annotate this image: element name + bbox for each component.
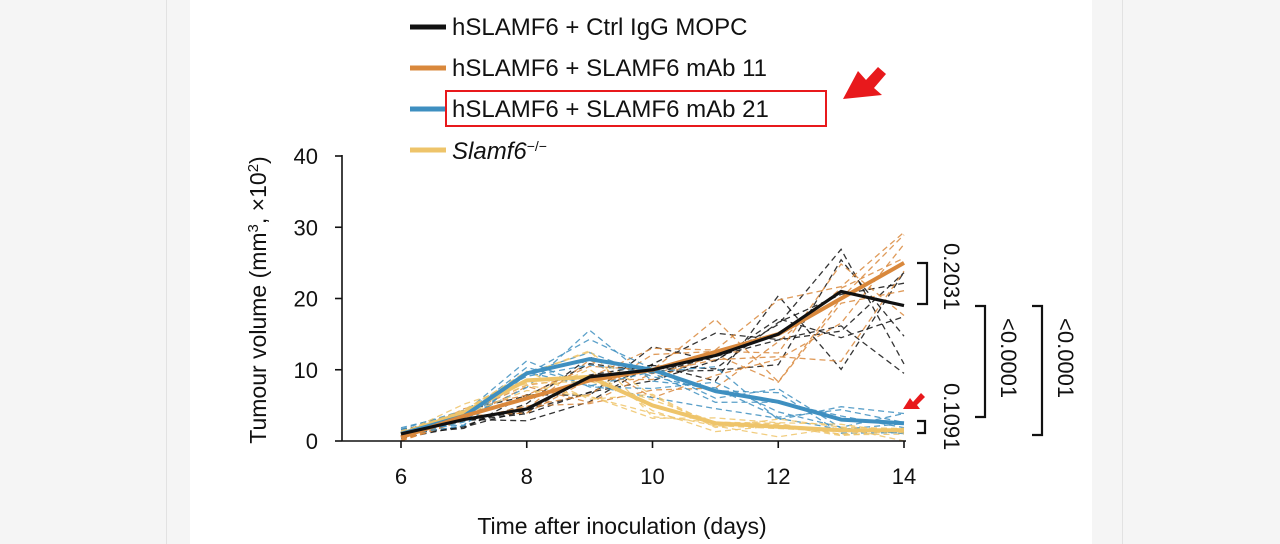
p-value-mab11-vs-mab21: <0.0001	[996, 318, 1021, 398]
individual-trace	[400, 389, 905, 435]
legend: hSLAMF6 + Ctrl IgG MOPC hSLAMF6 + SLAMF6…	[410, 14, 827, 165]
individual-trace	[400, 351, 905, 434]
individual-trace	[400, 368, 905, 437]
bracket-ctrl-vs-mab11	[917, 261, 929, 306]
mean-lines	[400, 261, 905, 440]
individual-trace	[400, 290, 905, 441]
p-value-mab21-vs-ko: 0.1091	[939, 383, 964, 450]
right-border	[1122, 0, 1123, 544]
y-tick-label: 10	[294, 358, 318, 383]
individual-trace	[400, 364, 905, 430]
individual-trace	[400, 248, 905, 437]
bracket-mab21-vs-ko	[917, 419, 927, 435]
x-tick-label: 6	[395, 464, 407, 489]
highlight-arrow-icon	[843, 67, 886, 99]
left-border	[166, 0, 167, 544]
x-axis: 6 8 10 12 14	[342, 440, 916, 489]
series-mean-line	[400, 289, 905, 436]
p-value-ctrl-vs-mab11: 0.2031	[939, 243, 964, 310]
individual-trace	[400, 316, 905, 435]
significance-brackets	[917, 261, 1044, 437]
x-axis-title: Time after inoculation (days)	[477, 513, 766, 539]
individual-trace	[400, 360, 905, 429]
highlight-box	[445, 90, 827, 127]
svg-text:hSLAMF6 + Ctrl IgG MOPC: hSLAMF6 + Ctrl IgG MOPC	[452, 14, 747, 41]
x-tick-label: 14	[892, 464, 916, 489]
svg-text:hSLAMF6 + SLAMF6 mAb 11: hSLAMF6 + SLAMF6 mAb 11	[452, 55, 767, 82]
y-tick-label: 40	[294, 144, 318, 169]
legend-item-slamf6-ko: Slamf6−/−	[410, 138, 547, 165]
y-tick-label: 20	[294, 287, 318, 312]
legend-item-ctrl: hSLAMF6 + Ctrl IgG MOPC	[410, 14, 747, 41]
p-value-ctrl-vs-ko: <0.0001	[1053, 318, 1078, 398]
individual-trace	[400, 351, 905, 434]
y-axis: 0 10 20 30 40	[294, 144, 343, 454]
legend-item-mab21: hSLAMF6 + SLAMF6 mAb 21	[410, 90, 827, 127]
individual-trace	[400, 349, 905, 438]
y-axis-title: Tumour volume (mm3, ×102)	[245, 156, 272, 443]
y-tick-label: 30	[294, 215, 318, 240]
x-tick-label: 8	[521, 464, 533, 489]
x-tick-label: 12	[766, 464, 790, 489]
y-tick-label: 0	[306, 429, 318, 454]
individual-trace	[400, 271, 905, 438]
individual-trace	[400, 325, 905, 431]
svg-text:hSLAMF6 + SLAMF6 mAb 21: hSLAMF6 + SLAMF6 mAb 21	[452, 96, 769, 123]
small-arrow-icon	[903, 393, 925, 409]
p-value-labels: 0.2031 <0.0001 0.1091 <0.0001	[939, 243, 1078, 450]
bracket-mab11-vs-mab21	[975, 304, 987, 419]
bracket-ctrl-vs-ko	[1032, 304, 1044, 437]
individual-traces	[400, 231, 905, 442]
individual-trace	[400, 231, 905, 435]
individual-trace	[400, 338, 905, 436]
legend-item-mab11: hSLAMF6 + SLAMF6 mAb 11	[410, 55, 767, 82]
svg-text:Slamf6−/−: Slamf6−/−	[452, 138, 547, 165]
x-tick-label: 10	[640, 464, 664, 489]
